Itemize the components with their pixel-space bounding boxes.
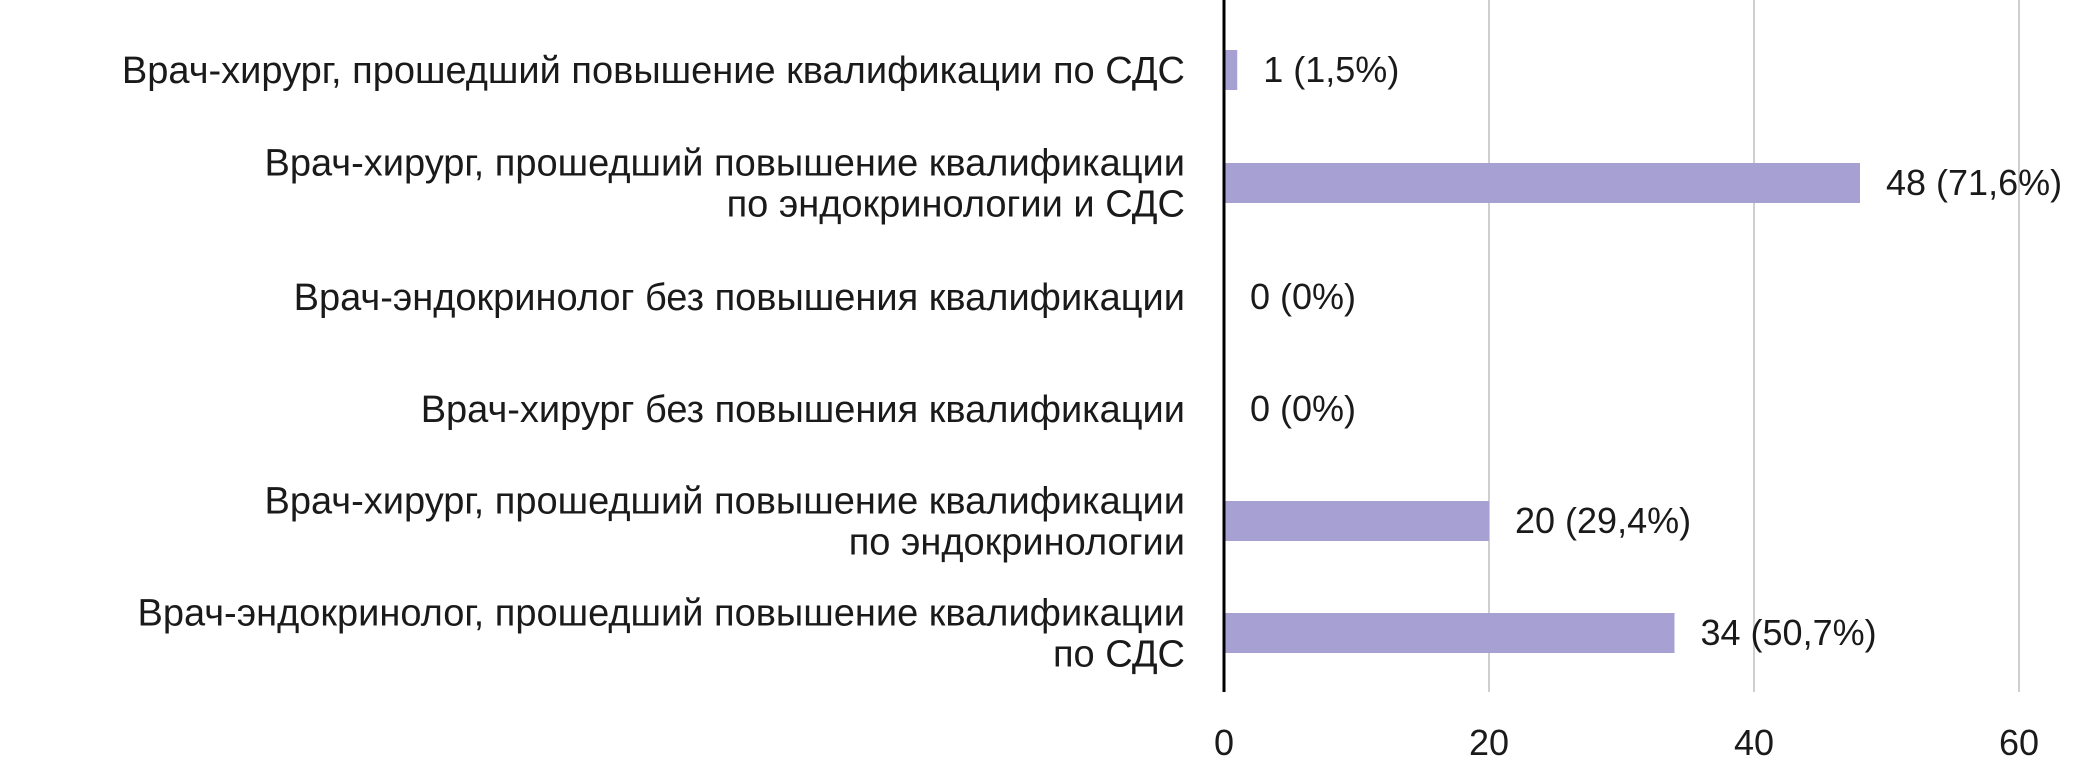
bars — [1224, 50, 1860, 653]
bar-5 — [1224, 613, 1675, 653]
data-label-4: 20 (29,4%) — [1515, 500, 1691, 541]
category-label-1-line-1: по эндокринологии и СДС — [727, 184, 1185, 226]
bar-0 — [1224, 50, 1238, 90]
category-label-1: Врач-хирург, прошедший повышение квалифи… — [265, 143, 1185, 226]
bar-1 — [1224, 163, 1860, 203]
category-label-0: Врач-хирург, прошедший повышение квалифи… — [122, 50, 1185, 92]
category-label-5: Врач-эндокринолог, прошедший повышение к… — [137, 593, 1185, 676]
bar-4 — [1224, 501, 1489, 541]
data-label-3: 0 (0%) — [1250, 388, 1356, 429]
category-label-4-line-1: по эндокринологии — [849, 522, 1185, 564]
category-label-4: Врач-хирург, прошедший повышение квалифи… — [265, 481, 1185, 564]
category-label-4-line-0: Врач-хирург, прошедший повышение квалифи… — [265, 481, 1185, 523]
category-label-2-line-0: Врач-эндокринолог без повышения квалифик… — [294, 277, 1185, 319]
category-label-0-line-0: Врач-хирург, прошедший повышение квалифи… — [122, 50, 1185, 92]
data-label-5: 34 (50,7%) — [1701, 612, 1877, 653]
data-label-2: 0 (0%) — [1250, 276, 1356, 317]
x-tick-label-20: 20 — [1469, 722, 1509, 763]
gridlines — [1488, 0, 2020, 692]
category-label-1-line-0: Врач-хирург, прошедший повышение квалифи… — [265, 143, 1185, 185]
x-tick-label-40: 40 — [1734, 722, 1774, 763]
category-label-5-line-0: Врач-эндокринолог, прошедший повышение к… — [137, 593, 1185, 635]
x-tick-label-60: 60 — [1999, 722, 2039, 763]
x-tick-label-0: 0 — [1214, 722, 1234, 763]
labels: 1 (1,5%) 48 (71,6%) 0 (0%) 0 (0%) 20 (29,4%)… — [122, 49, 2062, 763]
data-label-0: 1 (1,5%) — [1263, 49, 1399, 90]
category-label-2: Врач-эндокринолог без повышения квалифик… — [294, 277, 1185, 319]
category-label-5-line-1: по СДС — [1053, 634, 1185, 676]
data-label-1: 48 (71,6%) — [1886, 162, 2062, 203]
category-label-3: Врач-хирург без повышения квалификации — [421, 389, 1185, 431]
category-label-3-line-0: Врач-хирург без повышения квалификации — [421, 389, 1185, 431]
